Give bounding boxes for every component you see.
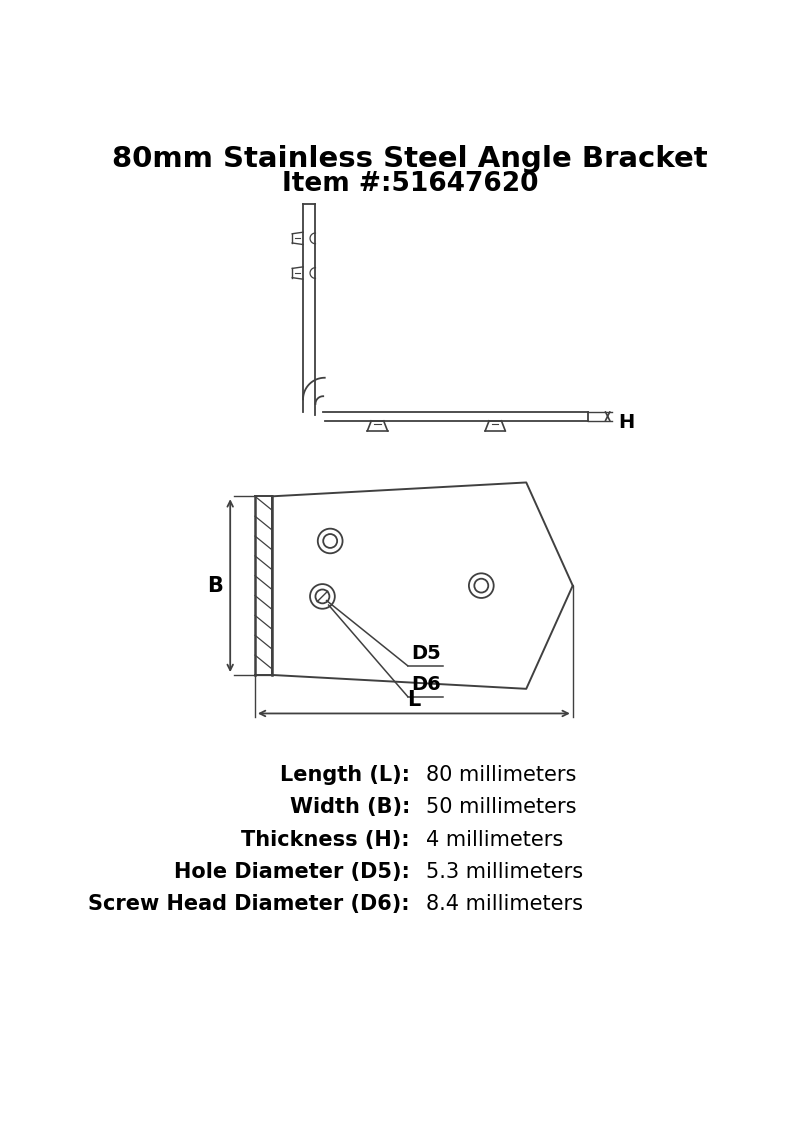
Text: 80mm Stainless Steel Angle Bracket: 80mm Stainless Steel Angle Bracket: [112, 145, 708, 173]
Text: Hole Diameter (D5):: Hole Diameter (D5):: [174, 862, 410, 883]
Text: D6: D6: [411, 675, 442, 695]
Text: Width (B):: Width (B):: [290, 798, 410, 817]
Text: 50 millimeters: 50 millimeters: [426, 798, 576, 817]
Text: 8.4 millimeters: 8.4 millimeters: [426, 894, 582, 914]
Text: 5.3 millimeters: 5.3 millimeters: [426, 862, 582, 883]
Text: L: L: [407, 690, 421, 709]
Text: Screw Head Diameter (D6):: Screw Head Diameter (D6):: [88, 894, 410, 914]
Text: Thickness (H):: Thickness (H):: [242, 829, 410, 850]
Text: 4 millimeters: 4 millimeters: [426, 829, 562, 850]
Text: Length (L):: Length (L):: [280, 765, 410, 785]
Text: 80 millimeters: 80 millimeters: [426, 765, 576, 785]
Text: B: B: [206, 576, 222, 596]
Text: Item #:51647620: Item #:51647620: [282, 171, 538, 197]
Text: D5: D5: [411, 645, 442, 664]
Text: H: H: [618, 412, 634, 432]
